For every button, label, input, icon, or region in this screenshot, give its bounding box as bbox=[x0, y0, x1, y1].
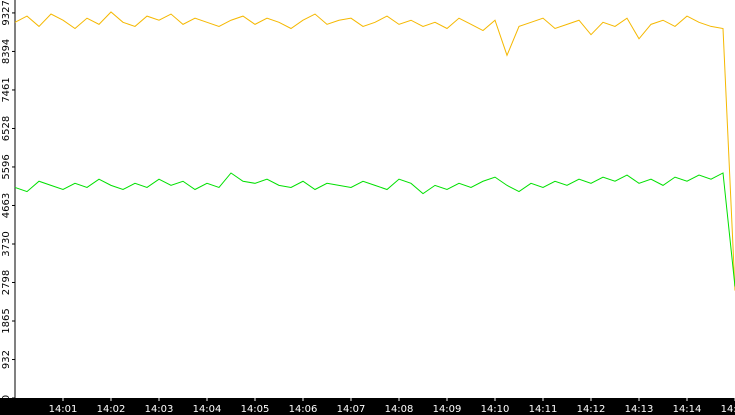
y-tick-label: 9327 bbox=[1, 0, 12, 25]
y-tick-label: 4663 bbox=[1, 193, 12, 218]
x-tick-label: 14:11 bbox=[529, 404, 558, 415]
y-tick-label: 8394 bbox=[1, 39, 12, 64]
x-tick-label: 14:01 bbox=[49, 404, 78, 415]
y-tick-label: 0 bbox=[1, 395, 12, 401]
x-tick-label: 14:03 bbox=[145, 404, 174, 415]
y-tick-label: 3730 bbox=[1, 231, 12, 256]
x-tick-label: 14:02 bbox=[97, 404, 126, 415]
x-tick-label: 14:12 bbox=[577, 404, 606, 415]
x-tick-label: 14:04 bbox=[193, 404, 222, 415]
y-tick-label: 7461 bbox=[1, 77, 12, 102]
y-tick-label: 6528 bbox=[1, 116, 12, 141]
series-line bbox=[14, 172, 735, 287]
x-tick-label: 14:09 bbox=[433, 404, 462, 415]
x-tick-label: 14:13 bbox=[625, 404, 654, 415]
x-tick-label: 14:14 bbox=[673, 404, 702, 415]
x-tick-label: 14:10 bbox=[481, 404, 510, 415]
y-tick-label: 932 bbox=[1, 350, 12, 369]
y-tick-label: 1865 bbox=[1, 308, 12, 333]
x-tick-label: 14:15 bbox=[721, 404, 735, 415]
x-tick-label: 14:07 bbox=[337, 404, 366, 415]
x-tick-label: 14:06 bbox=[289, 404, 318, 415]
x-tick-label: 14:05 bbox=[241, 404, 270, 415]
x-axis-bar bbox=[0, 398, 735, 415]
y-tick-label: 5596 bbox=[1, 154, 12, 179]
series-line bbox=[14, 11, 735, 291]
y-tick-label: 2798 bbox=[1, 270, 12, 295]
x-tick-label: 14:08 bbox=[385, 404, 414, 415]
